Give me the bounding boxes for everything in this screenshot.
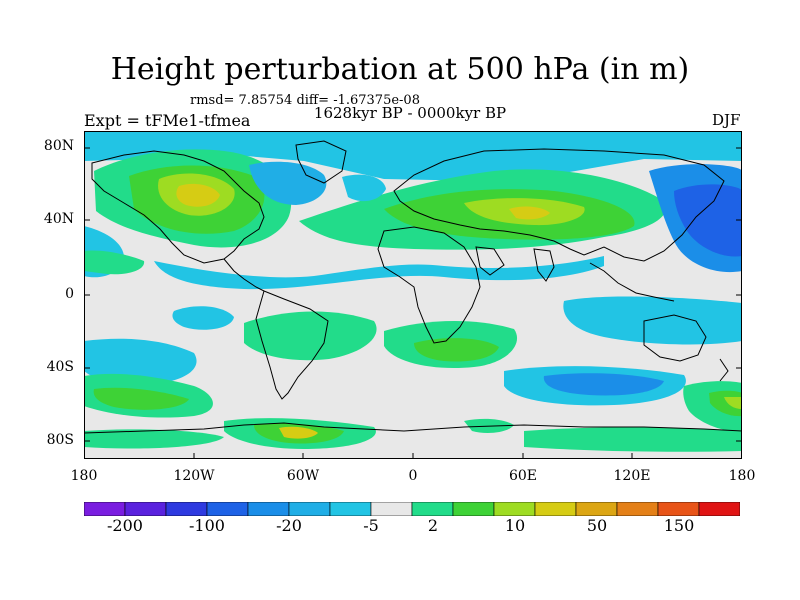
coast-south-america bbox=[255, 290, 329, 400]
field-southern-ocean-lime bbox=[93, 387, 189, 410]
lon-label-60e: 60E bbox=[508, 468, 538, 484]
colorbar-label: -100 bbox=[189, 516, 225, 535]
coast-north-america bbox=[91, 150, 265, 264]
field-south-pole-band bbox=[84, 429, 224, 449]
colorbar-swatch bbox=[493, 502, 536, 516]
lat-label-80n: 80N bbox=[43, 138, 74, 154]
colorbar-label: 50 bbox=[586, 516, 608, 535]
field-southeast-pacific-yellow bbox=[724, 397, 742, 409]
lat-label-40n: 40N bbox=[43, 211, 74, 227]
colorbar-label: -20 bbox=[276, 516, 302, 535]
field-north-america-core bbox=[176, 183, 220, 207]
field-atlantic-blue bbox=[249, 161, 327, 205]
field-layer bbox=[84, 131, 742, 459]
lat-label-80s: 80S bbox=[46, 432, 74, 448]
colorbar-swatch bbox=[575, 502, 618, 516]
coast-europe-asia bbox=[393, 148, 725, 262]
colorbar-swatch bbox=[206, 502, 249, 516]
colorbar-swatch bbox=[329, 502, 372, 516]
colorbar-swatch bbox=[370, 502, 413, 516]
colorbar-swatch bbox=[84, 502, 126, 516]
period-subtitle: 1628kyr BP - 0000kyr BP bbox=[313, 104, 507, 122]
colorbar-swatch bbox=[534, 502, 577, 516]
field-tropical-patch bbox=[172, 306, 234, 330]
coast-arabia bbox=[475, 246, 505, 276]
season-label: DJF bbox=[712, 111, 741, 129]
lat-label-equator: 0 bbox=[65, 286, 74, 302]
plot-title: Height perturbation at 500 hPa (in m) bbox=[110, 52, 690, 87]
colorbar-label: 150 bbox=[663, 516, 695, 535]
field-atlantic-light bbox=[342, 174, 386, 202]
field-pacific-deep bbox=[674, 184, 742, 257]
field-indian-ocean-light bbox=[563, 296, 742, 345]
lon-label-120e: 120E bbox=[613, 468, 651, 484]
field-eurasia-core bbox=[509, 206, 550, 220]
field-indian-ocean-polar-band bbox=[524, 427, 742, 452]
colorbar-swatch bbox=[288, 502, 331, 516]
colorbar-swatch bbox=[452, 502, 495, 516]
field-south-atlantic-lime bbox=[414, 338, 499, 362]
map-ticks bbox=[84, 147, 742, 459]
colorbar bbox=[84, 502, 740, 516]
colorbar-swatch bbox=[616, 502, 659, 516]
experiment-label: Expt = tFMe1-tfmea bbox=[84, 111, 251, 130]
lon-label-180e: 180 bbox=[728, 468, 756, 484]
colorbar-swatch bbox=[124, 502, 167, 516]
lon-label-60w: 60W bbox=[286, 468, 320, 484]
colorbar-label: 10 bbox=[504, 516, 526, 535]
field-arctic-light-blue bbox=[84, 131, 742, 181]
colorbar-swatch bbox=[247, 502, 290, 516]
lon-label-120w: 120W bbox=[173, 468, 215, 484]
coast-central-america bbox=[223, 258, 265, 292]
colorbar-swatch bbox=[165, 502, 208, 516]
coast-southeast-asia bbox=[589, 262, 675, 302]
colorbar-swatch bbox=[698, 502, 740, 516]
coast-new-zealand bbox=[719, 358, 729, 382]
colorbar-label: 2 bbox=[427, 516, 439, 535]
colorbar-label: -5 bbox=[363, 516, 379, 535]
field-southern-ocean-mid-blue bbox=[543, 373, 664, 396]
colorbar-swatch bbox=[411, 502, 454, 516]
coast-africa bbox=[377, 226, 481, 344]
coast-antarctica bbox=[84, 422, 742, 434]
map-plot bbox=[84, 131, 742, 459]
field-subtropic-band bbox=[154, 256, 604, 290]
field-east-pacific-green bbox=[84, 250, 145, 275]
colorbar-label: -200 bbox=[107, 516, 143, 535]
field-south-america-green bbox=[244, 311, 377, 361]
coast-australia bbox=[643, 314, 707, 362]
field-southern-ocean-blue-west bbox=[84, 338, 197, 386]
coastlines bbox=[84, 140, 742, 434]
lat-label-40s: 40S bbox=[46, 359, 74, 375]
colorbar-swatch bbox=[657, 502, 700, 516]
coast-greenland bbox=[295, 140, 347, 184]
field-antarctic-yellow bbox=[279, 426, 318, 439]
coast-india bbox=[533, 248, 555, 282]
lon-label-180w: 180 bbox=[70, 468, 98, 484]
stats-subtitle: rmsd= 7.85754 diff= -1.67375e-08 bbox=[190, 93, 420, 108]
lon-label-0: 0 bbox=[408, 468, 418, 484]
